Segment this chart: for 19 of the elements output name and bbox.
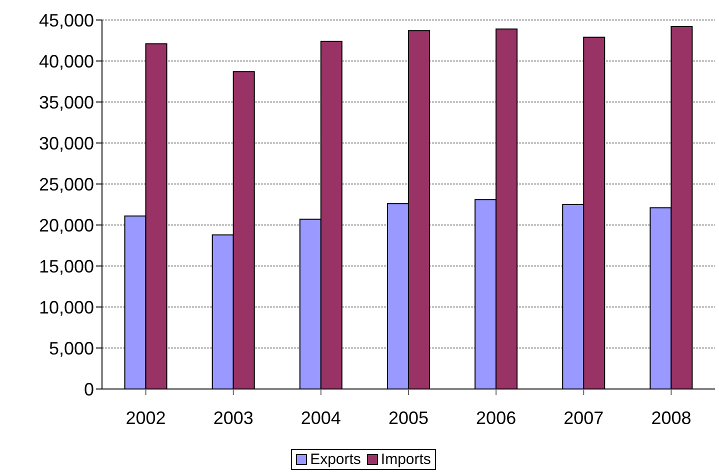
x-tick-label: 2002 (126, 408, 166, 428)
x-tick-label: 2005 (388, 408, 429, 428)
x-tick-label: 2006 (476, 408, 516, 428)
y-tick-label: 0 (84, 379, 94, 400)
y-tick-label: 45,000 (38, 10, 94, 30)
x-tick-label: 2003 (213, 408, 254, 428)
legend-label: Exports (309, 451, 361, 468)
y-tick-label: 20,000 (38, 215, 94, 236)
x-tick-label: 2007 (564, 408, 604, 428)
y-tick-label: 25,000 (38, 174, 94, 194)
x-tick-label: 2008 (651, 408, 692, 428)
y-tick-label: 10,000 (38, 297, 94, 318)
x-tick-label: 2004 (300, 408, 341, 428)
y-tick-label: 30,000 (38, 133, 94, 154)
y-tick-label: 5,000 (48, 338, 94, 358)
y-tick-label: 35,000 (38, 92, 94, 112)
legend-label: Imports (380, 451, 431, 468)
y-tick-label: 40,000 (38, 51, 94, 72)
y-tick-label: 15,000 (38, 256, 94, 276)
